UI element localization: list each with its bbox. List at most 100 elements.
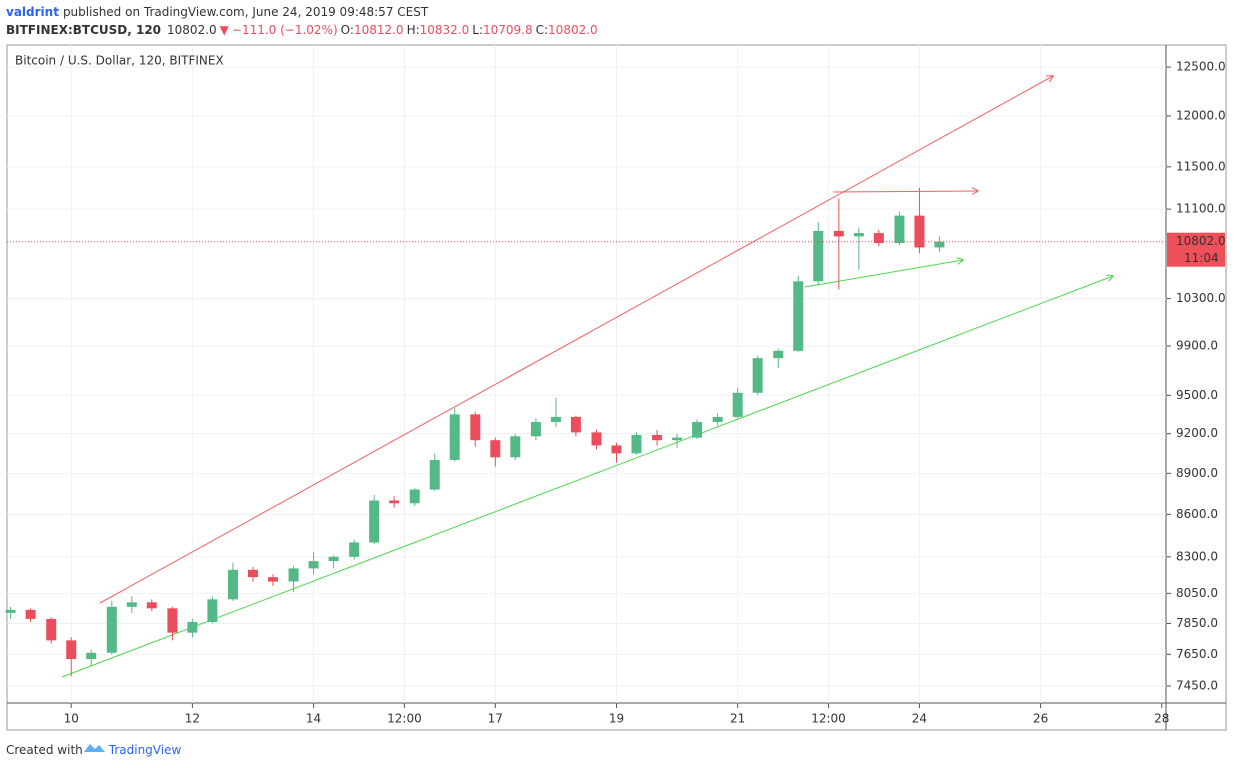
o-label: O: [341, 23, 354, 37]
candle-body [328, 556, 339, 562]
candles [5, 187, 945, 677]
candle-body [611, 445, 622, 454]
footer-text: Created with [6, 743, 83, 757]
y-tick-label: 8900.0 [1176, 466, 1218, 480]
candle-body [510, 436, 521, 458]
candle-body [490, 440, 501, 458]
candle-body [873, 233, 884, 244]
candle-body [793, 281, 804, 351]
candle-body [167, 608, 178, 633]
x-tick-label: 14 [306, 712, 321, 726]
candle-body [550, 416, 561, 423]
change: −111.0 (−1.02%) [232, 23, 338, 37]
y-tick-label: 12000.0 [1176, 108, 1226, 122]
y-tick-label: 10300.0 [1176, 291, 1226, 305]
candle-body [652, 434, 663, 441]
candle-body [146, 602, 157, 609]
y-tick-label: 8050.0 [1176, 586, 1218, 600]
l-label: L: [472, 23, 483, 37]
x-tick-label: 28 [1154, 712, 1169, 726]
last: 10802.0 [167, 23, 217, 37]
y-tick-label: 9500.0 [1176, 388, 1218, 402]
c-label: C: [536, 23, 548, 37]
candle-body [389, 500, 400, 504]
candle-body [813, 230, 824, 282]
candle-body [46, 618, 57, 641]
x-tick-label: 24 [912, 712, 927, 726]
candle-body [349, 542, 360, 557]
y-tick-label: 8300.0 [1176, 549, 1218, 563]
close: 10802.0 [548, 23, 598, 37]
price-tag [1167, 232, 1225, 267]
countdown: 11:04 [1184, 251, 1219, 265]
open: 10812.0 [354, 23, 404, 37]
candle-body [773, 350, 784, 359]
candle-body [207, 599, 218, 622]
x-tick-label: 19 [609, 712, 624, 726]
candle-body [591, 432, 602, 446]
candle-body [288, 568, 299, 582]
published: published on TradingView.com, June 24, 2… [63, 5, 429, 19]
candle-body [894, 215, 905, 244]
candle-body [672, 437, 683, 441]
x-tick-label: 17 [488, 712, 503, 726]
y-tick-label: 9200.0 [1176, 426, 1218, 440]
grid [7, 45, 1166, 703]
trend-line [832, 191, 978, 192]
candle-body [470, 414, 481, 441]
candle-body [267, 577, 278, 582]
trend-line [99, 76, 1053, 604]
low: 10709.8 [483, 23, 533, 37]
drawings [61, 76, 1113, 678]
candle-body [570, 416, 581, 433]
trend-line [61, 276, 1113, 678]
x-tick-label: 10 [64, 712, 79, 726]
candle-body [66, 640, 77, 660]
x-tick-label: 12:00 [811, 712, 846, 726]
high: 10832.0 [420, 23, 470, 37]
candle-body [106, 606, 117, 653]
y-tick-label: 11100.0 [1176, 202, 1226, 216]
author: valdrint [6, 5, 59, 19]
candle-body [86, 652, 97, 660]
y-tick-label: 11500.0 [1176, 159, 1226, 173]
candle-body [25, 609, 36, 619]
candle-body [449, 414, 460, 460]
chart-title: Bitcoin / U.S. Dollar, 120, BITFINEX [15, 54, 224, 68]
h-label: H: [407, 23, 420, 37]
x-tick-label: 12 [185, 712, 200, 726]
candle-body [369, 500, 380, 543]
candle-body [833, 230, 844, 237]
symbol: BITFINEX:BTCUSD, 120 [6, 23, 161, 37]
candle-body [5, 609, 16, 613]
y-tick-label: 12500.0 [1176, 60, 1226, 74]
logo [84, 744, 105, 752]
y-tick-label: 9900.0 [1176, 338, 1218, 352]
candle-body [530, 422, 541, 437]
candle-body [752, 358, 763, 393]
trend-line [804, 260, 963, 288]
y-tick-label: 7850.0 [1176, 616, 1218, 630]
axis: 12500.0 12000.0 11500.0 11100.0 10300.0 9900.… [7, 60, 1226, 726]
x-tick-label: 21 [730, 712, 745, 726]
arrow: ▼ [220, 23, 230, 37]
candle-body [126, 602, 137, 607]
candle-body [914, 215, 925, 248]
y-tick-label: 7450.0 [1176, 679, 1218, 693]
candle-body [853, 233, 864, 237]
y-tick-label: 8600.0 [1176, 507, 1218, 521]
candle-body [429, 459, 440, 490]
candle-body [692, 422, 703, 438]
candle-body [247, 569, 258, 578]
candle-body [409, 489, 420, 504]
candle-body [308, 561, 319, 569]
x-tick-label: 26 [1033, 712, 1048, 726]
candle-body [732, 392, 743, 417]
candle-body [187, 621, 198, 633]
candle-body [934, 241, 945, 248]
x-tick-label: 12:00 [387, 712, 422, 726]
brand: TradingView [108, 743, 182, 757]
